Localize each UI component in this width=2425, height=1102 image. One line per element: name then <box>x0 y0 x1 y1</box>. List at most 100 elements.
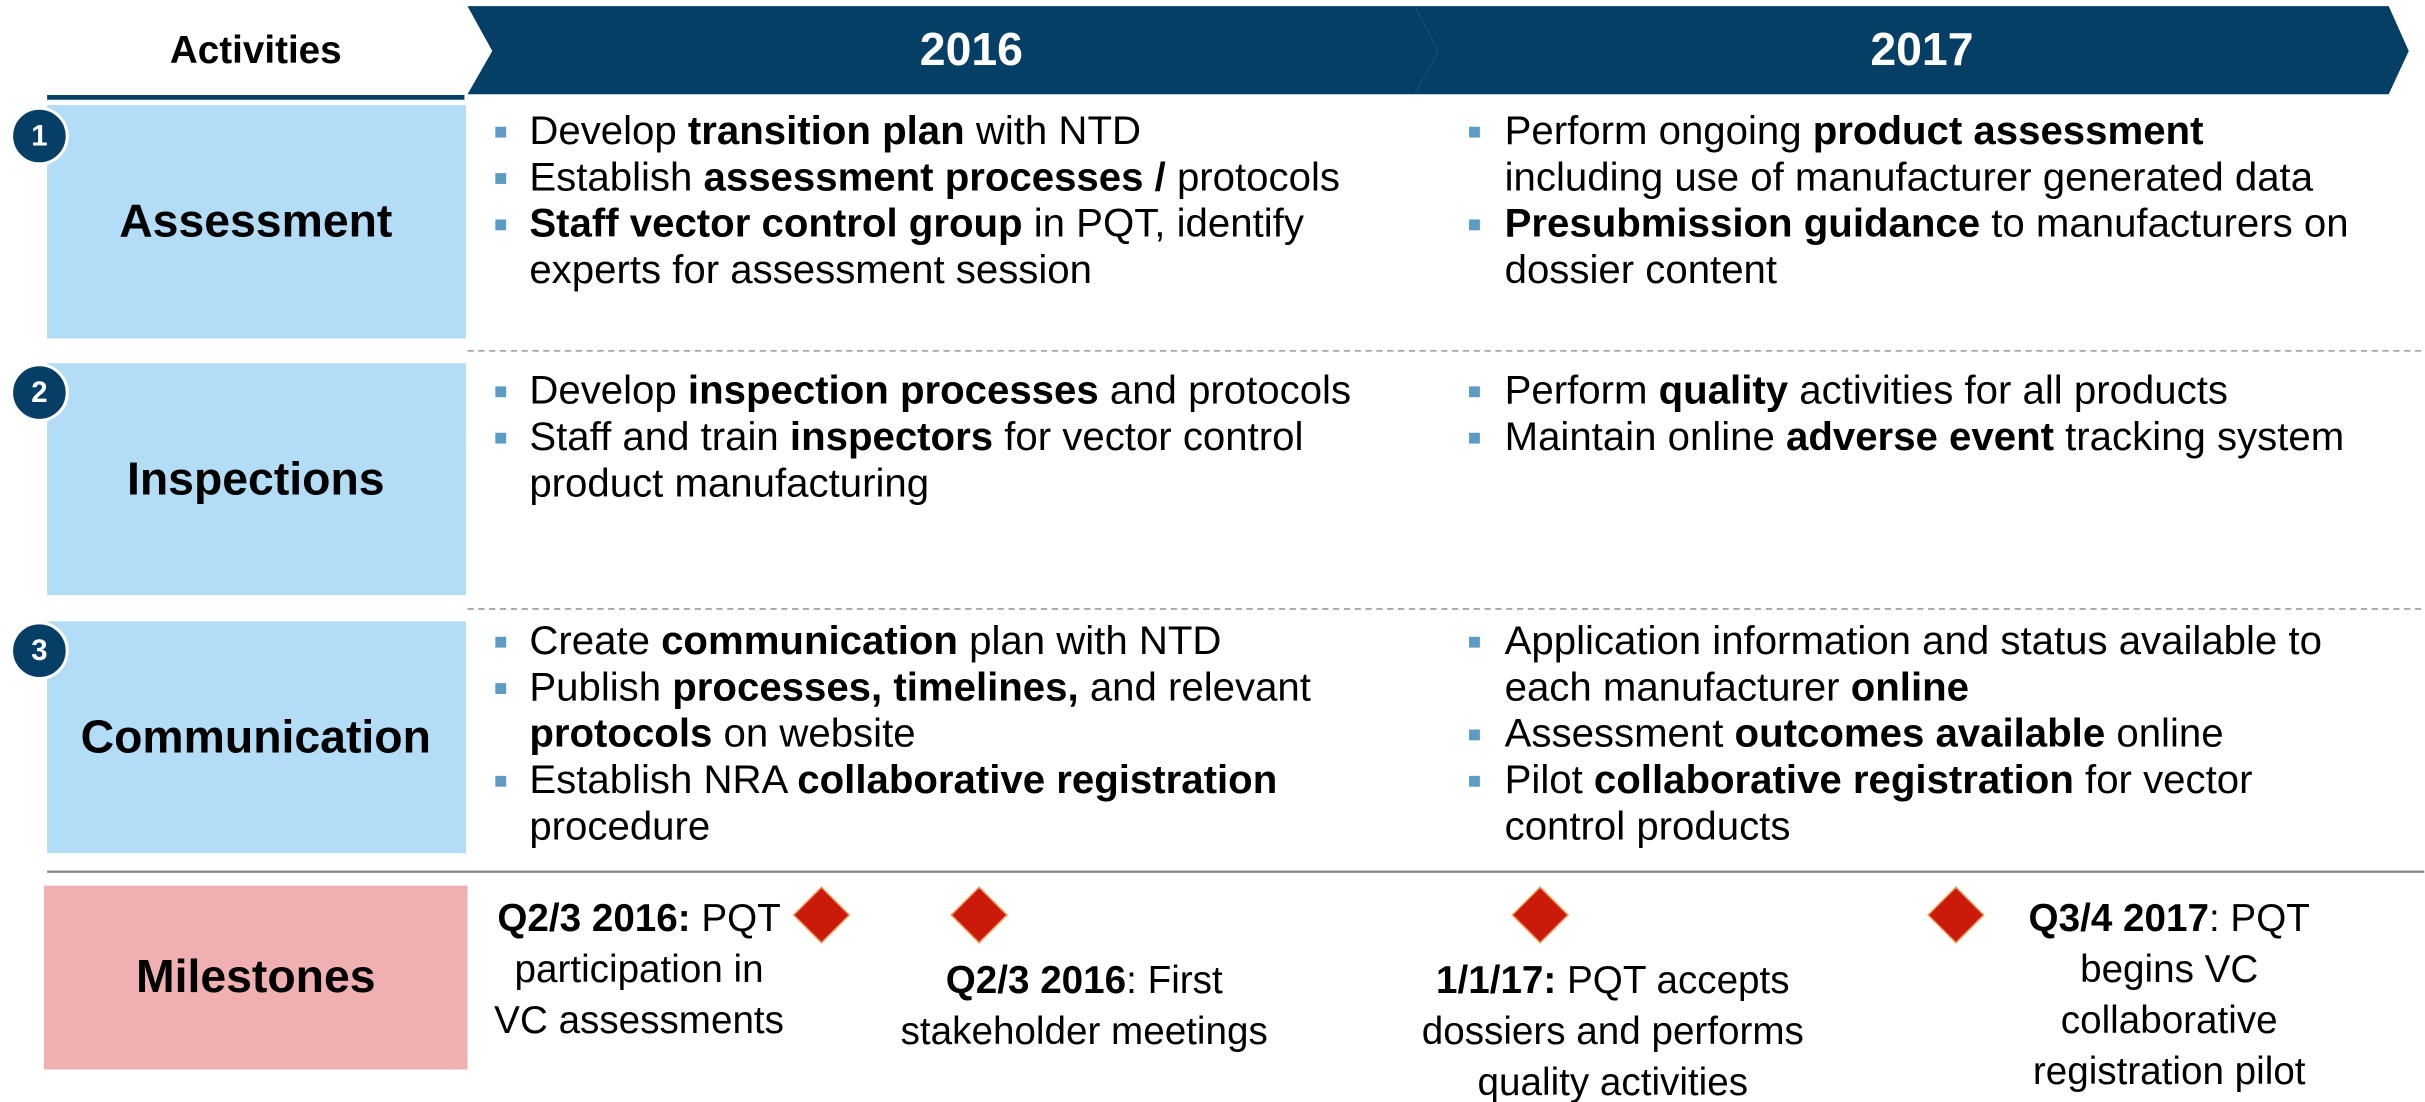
bullet <box>1469 219 1480 231</box>
text-run: plan with NTD <box>958 618 1221 663</box>
bullet <box>1469 432 1480 444</box>
text-run: quality activities <box>1478 1061 1749 1102</box>
chevron-2017 <box>1414 6 2409 95</box>
text-line: Maintain online adverse event tracking s… <box>1505 414 2345 459</box>
milestone-diamond <box>950 886 1009 944</box>
text-line: experts for assessment session <box>529 247 1092 292</box>
bold-run: communication <box>661 618 958 663</box>
milestones-box <box>44 885 468 1070</box>
bullet <box>1469 729 1480 741</box>
bold-run: transition plan <box>688 108 965 153</box>
bold-run: processes, timelines, <box>672 664 1078 709</box>
text-run: begins VC <box>2080 948 2258 991</box>
bullet <box>495 432 507 444</box>
text-run: procedure <box>529 803 710 848</box>
text-run: Develop <box>529 108 688 153</box>
bullet <box>495 173 507 184</box>
bold-run: assessment processes / <box>704 154 1166 199</box>
text-line: Staff and train inspectors for vector co… <box>529 414 1303 459</box>
text-line: Pilot collaborative registration for vec… <box>1505 757 2253 802</box>
bold-run: Q2/3 2016: <box>497 897 690 940</box>
bullet <box>495 219 507 231</box>
text-run: Application information and status avail… <box>1505 618 2322 663</box>
bullet <box>1469 636 1480 648</box>
text-line: Establish NRA collaborative registration <box>529 757 1277 802</box>
text-line: collaborative <box>2061 999 2278 1042</box>
text-run: dossier content <box>1505 247 1777 292</box>
milestone-diamond <box>792 886 851 944</box>
text-line: Staff vector control group in PQT, ident… <box>529 200 1304 245</box>
bold-run: Q2/3 2016 <box>946 959 1126 1002</box>
text-line: product manufacturing <box>529 460 929 505</box>
text-run: collaborative <box>2061 999 2278 1042</box>
text-line: control products <box>1505 803 1791 848</box>
bullet <box>495 126 507 138</box>
text-line: including use of manufacturer generated … <box>1505 154 2314 199</box>
text-run: for vector control <box>993 414 1303 459</box>
bullet <box>495 775 507 787</box>
text-run: product manufacturing <box>529 460 929 505</box>
text-run: Pilot <box>1505 757 1594 802</box>
text-run: stakeholder meetings <box>901 1010 1268 1053</box>
text-run: Establish NRA <box>529 757 797 802</box>
text-line: VC assessments <box>494 999 784 1042</box>
text-run: and protocols <box>1099 367 1351 412</box>
text-run: to manufacturers on <box>1980 200 2348 245</box>
bold-run: Presubmission guidance <box>1505 200 1981 245</box>
text-line: Perform ongoing product assessment <box>1505 108 2204 153</box>
text-line: each manufacturer online <box>1505 664 1969 709</box>
text-line: 1/1/17: PQT accepts <box>1436 959 1790 1002</box>
bold-run: inspection processes <box>688 367 1099 412</box>
chevron-2016 <box>467 6 1439 95</box>
bold-run: 1/1/17: <box>1436 959 1556 1002</box>
bold-run: product assessment <box>1813 108 2204 153</box>
text-line: Develop inspection processes and protoco… <box>529 367 1351 412</box>
bold-run: online <box>1851 664 1969 709</box>
text-run: tracking system <box>2054 414 2344 459</box>
text-line: participation in <box>515 948 764 991</box>
bold-run: collaborative registration <box>797 757 1277 802</box>
text-run: Create <box>529 618 661 663</box>
text-run: PQT accepts <box>1556 959 1789 1002</box>
text-run: dossiers and performs <box>1422 1010 1804 1053</box>
text-run: registration pilot <box>2033 1050 2306 1093</box>
text-run: online <box>2105 710 2223 755</box>
row-number-badge <box>10 106 69 166</box>
text-run: Assessment <box>1505 710 1735 755</box>
bold-run: inspectors <box>790 414 993 459</box>
bold-run: Q3/4 2017 <box>2029 897 2209 940</box>
row-number: 1 <box>31 119 47 152</box>
bold-run: protocols <box>529 710 712 755</box>
text-run: Establish <box>529 154 703 199</box>
activity-label: Inspections <box>127 452 385 504</box>
text-run: participation in <box>515 948 764 991</box>
text-run: PQT <box>691 897 781 940</box>
text-line: protocols on website <box>529 710 915 755</box>
row-number-badge <box>10 621 69 681</box>
row-number-badge <box>10 363 69 422</box>
text-run: Staff and train <box>529 414 790 459</box>
text-run: control products <box>1505 803 1791 848</box>
text-line: Q2/3 2016: PQT <box>497 897 780 940</box>
text-line: Publish processes, timelines, and releva… <box>529 664 1311 709</box>
text-run: activities for all products <box>1788 367 2228 412</box>
text-run: in PQT, identify <box>1023 200 1304 245</box>
row-number: 3 <box>31 634 47 667</box>
text-run: Maintain online <box>1505 414 1786 459</box>
activities-header: Activities <box>170 29 342 72</box>
activity-box <box>47 621 466 854</box>
text-run: for vector <box>2074 757 2253 802</box>
text-line: Develop transition plan with NTD <box>529 108 1141 153</box>
year-header: 2016 <box>920 23 1023 75</box>
text-run: experts for assessment session <box>529 247 1092 292</box>
activity-label: Communication <box>81 711 431 763</box>
text-line: procedure <box>529 803 710 848</box>
bold-run: Staff vector control group <box>529 200 1022 245</box>
text-line: Establish assessment processes / protoco… <box>529 154 1340 199</box>
text-run: VC assessments <box>494 999 784 1042</box>
text-run: protocols <box>1166 154 1340 199</box>
row-number: 2 <box>31 376 47 409</box>
text-line: Q2/3 2016: First <box>946 959 1223 1002</box>
text-line: Application information and status avail… <box>1505 618 2322 663</box>
text-run: : PQT <box>2209 897 2310 940</box>
